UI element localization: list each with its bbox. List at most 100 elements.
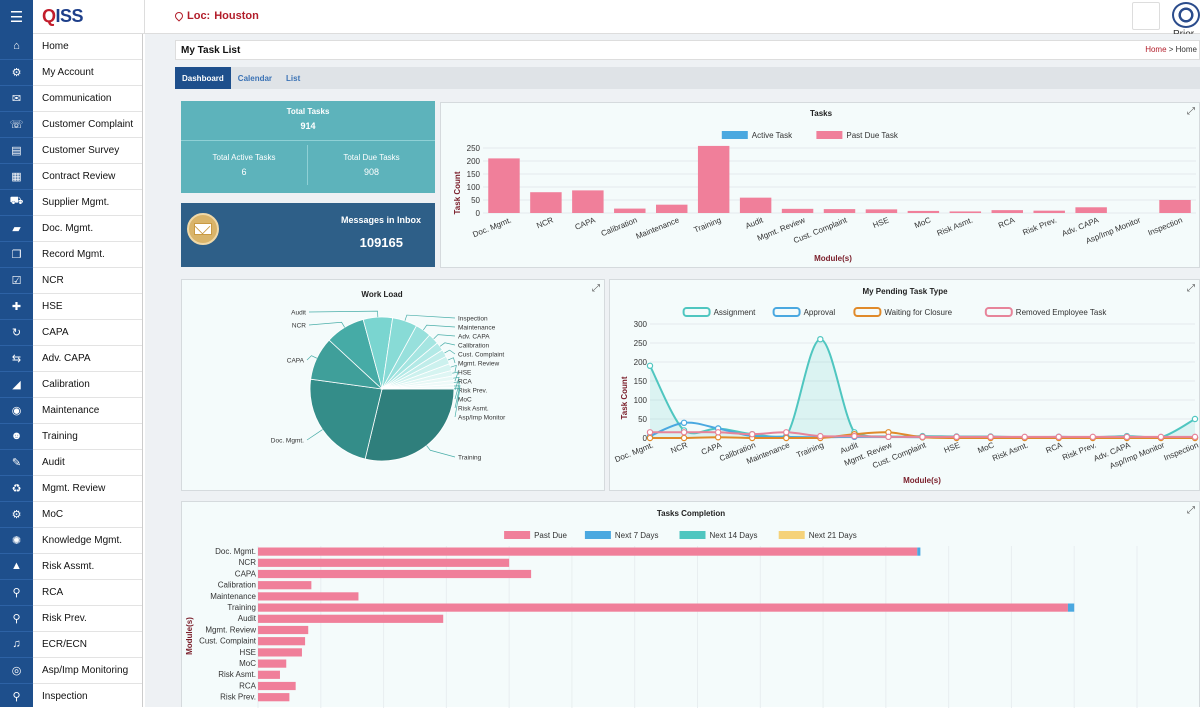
legend-swatch-active-task	[721, 131, 748, 139]
pie-label: Risk Asmt.	[458, 406, 489, 413]
chart-title: Work Load	[361, 290, 402, 299]
bar-past-due-task-risk-asmt	[949, 211, 982, 213]
avatar[interactable]	[1172, 2, 1200, 28]
expand-icon[interactable]: ⤢	[1187, 106, 1195, 117]
envelope-icon: ✉	[0, 85, 33, 112]
tab-list[interactable]: List	[286, 73, 301, 83]
sidebar-item-knowledge-mgmt[interactable]: ✺ Knowledge Mgmt.	[0, 527, 142, 554]
sidebar-item-risk-prev[interactable]: ⚲ Risk Prev.	[0, 605, 142, 632]
sidebar-item-label: Communication	[42, 93, 112, 104]
sidebar-item-label: NCR	[42, 275, 64, 286]
chart-title: Tasks Completion	[657, 509, 725, 518]
inbox-card[interactable]: Messages in Inbox 109165	[181, 203, 435, 267]
sidebar-item-contract-review[interactable]: ▦ Contract Review	[0, 163, 142, 190]
point-waiting-for-closure-maintenance	[783, 434, 790, 442]
sidebar-item-inspection[interactable]: ⚲ Inspection	[0, 683, 142, 707]
bar-past-due-task-audit	[739, 197, 772, 213]
expand-icon[interactable]: ⤢	[592, 283, 600, 294]
sidebar-item-asp-imp-monitoring[interactable]: ◎ Asp/Imp Monitoring	[0, 657, 142, 684]
bar-past-due-audit	[258, 614, 444, 623]
point-assignment-training	[817, 336, 824, 343]
point-removed-employee-task-moc	[987, 433, 994, 441]
sidebar-item-my-account[interactable]: ⚙ My Account	[0, 59, 142, 86]
location-indicator[interactable]: Loc: Houston	[173, 10, 259, 22]
sidebar-item-label: Inspection	[42, 691, 88, 702]
sidebar-item-risk-assmt[interactable]: ▲ Risk Assmt.	[0, 553, 142, 580]
retweet-icon: ⇆	[0, 345, 33, 372]
y-tick-label: Risk Prev.	[220, 693, 256, 702]
x-tick-label: Inspection	[1163, 441, 1200, 463]
legend-label-next-7-days: Next 7 Days	[615, 531, 659, 540]
sidebar-item-home[interactable]: ⌂ Home	[0, 34, 142, 60]
sidebar-item-training[interactable]: ☻ Training	[0, 423, 142, 450]
sidebar-item-communication[interactable]: ✉ Communication	[0, 85, 142, 112]
bar-past-due-task-training	[697, 145, 730, 213]
checkbox-icon: ☑	[0, 267, 33, 294]
tab-calendar[interactable]: Calendar	[237, 73, 273, 83]
eraser-icon: ◢	[0, 371, 33, 398]
pie-leader-line	[306, 429, 323, 441]
sidebar-item-maintenance[interactable]: ◉ Maintenance	[0, 397, 142, 424]
sidebar-item-adv-capa[interactable]: ⇆ Adv. CAPA	[0, 345, 142, 372]
x-tick-label: Training	[693, 216, 723, 235]
sidebar-item-rca[interactable]: ⚲ RCA	[0, 579, 142, 606]
sidebar-item-mgmt-review[interactable]: ♻ Mgmt. Review	[0, 475, 142, 502]
point-removed-employee-task-mgmt-review	[885, 433, 892, 441]
bar-past-due-task-hse	[865, 209, 898, 213]
sidebar-item-customer-complaint[interactable]: ☏ Customer Complaint	[0, 111, 142, 138]
sidebar-item-doc-mgmt[interactable]: ▰ Doc. Mgmt.	[0, 215, 142, 242]
divider	[307, 145, 308, 185]
y-tick-label: Risk Asmt.	[218, 670, 256, 679]
point-removed-employee-task-cust-complaint	[919, 433, 926, 441]
main-content: My Task List Home > Home Dashboard Calen…	[145, 34, 1200, 708]
breadcrumb-home-link[interactable]: Home	[1145, 45, 1167, 54]
sidebar-item-label: Record Mgmt.	[42, 249, 105, 260]
pie-label: Risk Prev.	[458, 388, 487, 395]
sidebar-item-audit[interactable]: ✎ Audit	[0, 449, 142, 476]
app-logo[interactable]: QISS	[42, 6, 84, 26]
pie-leader-line	[308, 321, 345, 328]
sidebar-item-label: Training	[42, 431, 78, 442]
completion-chart-panel: ⤢ Tasks Completion Past Due Next 7 Days Nex…	[181, 501, 1200, 708]
tab-dashboard[interactable]: Dashboard	[175, 67, 231, 89]
expand-icon[interactable]: ⤢	[1187, 505, 1195, 516]
bar-past-due-task-calibration	[614, 208, 646, 213]
x-tick-label: Doc. Mgmt.	[613, 441, 654, 465]
sidebar-item-label: Risk Prev.	[42, 613, 87, 624]
legend-swatch-past-due-task	[816, 131, 843, 139]
sidebar-item-record-mgmt[interactable]: ❐ Record Mgmt.	[0, 241, 142, 268]
expand-icon[interactable]: ⤢	[1187, 283, 1195, 294]
sidebar-item-calibration[interactable]: ◢ Calibration	[0, 371, 142, 398]
pie-label: Calibration	[458, 343, 489, 350]
tasks-completion-chart: Tasks Completion Past Due Next 7 Days Next …	[185, 509, 1138, 708]
menu-toggle-icon[interactable]: ☰	[0, 0, 33, 34]
sidebar-item-supplier-mgmt[interactable]: ⛟ Supplier Mgmt.	[0, 189, 142, 216]
sidebar-item-ncr[interactable]: ☑ NCR	[0, 267, 142, 294]
sidebar-item-label: RCA	[42, 587, 64, 598]
dashboard-icon: ◉	[0, 397, 33, 424]
x-tick-label: HSE	[872, 216, 891, 231]
breadcrumb: Home > Home	[1145, 45, 1197, 54]
pie-label: Training	[458, 455, 482, 462]
area-assignment	[650, 339, 1195, 438]
breadcrumb-separator: >	[1166, 45, 1176, 54]
legend-swatch-approval	[772, 307, 801, 317]
sidebar-item-customer-survey[interactable]: ▤ Customer Survey	[0, 137, 142, 164]
bar-past-due-calibration	[258, 581, 312, 590]
sidebar-item-moc[interactable]: ⚙ MoC	[0, 501, 142, 528]
legend-label-removed-employee-task: Removed Employee Task	[1016, 308, 1108, 317]
x-axis-label: Module(s)	[814, 254, 852, 263]
bar-past-due-risk-prev	[258, 693, 290, 702]
y-tick-label: Doc. Mgmt.	[215, 547, 256, 556]
notification-button[interactable]	[1132, 2, 1160, 30]
point-removed-employee-task-calibration	[748, 430, 756, 438]
sidebar-item-hse[interactable]: ✚ HSE	[0, 293, 142, 320]
pie-label: Mgmt. Review	[458, 361, 499, 368]
sidebar-item-ecr-ecn[interactable]: ♫ ECR/ECN	[0, 631, 142, 658]
sidebar-item-capa[interactable]: ↻ CAPA	[0, 319, 142, 346]
y-tick-label: Mgmt. Review	[205, 625, 256, 634]
y-tick-label: 200	[467, 157, 481, 166]
pie-label: Audit	[291, 310, 306, 317]
y-tick-label: 250	[467, 144, 481, 153]
bar-past-due-task-moc	[907, 210, 940, 213]
